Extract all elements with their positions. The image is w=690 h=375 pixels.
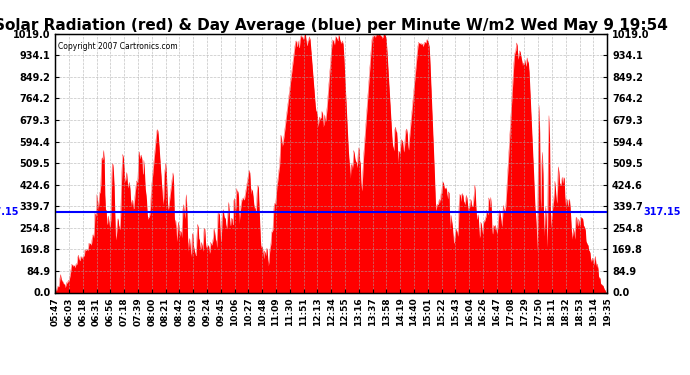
Text: 317.15: 317.15 [643,207,680,217]
Text: Copyright 2007 Cartronics.com: Copyright 2007 Cartronics.com [58,42,177,51]
Text: 317.15: 317.15 [0,207,19,217]
Title: Solar Radiation (red) & Day Average (blue) per Minute W/m2 Wed May 9 19:54: Solar Radiation (red) & Day Average (blu… [0,18,668,33]
